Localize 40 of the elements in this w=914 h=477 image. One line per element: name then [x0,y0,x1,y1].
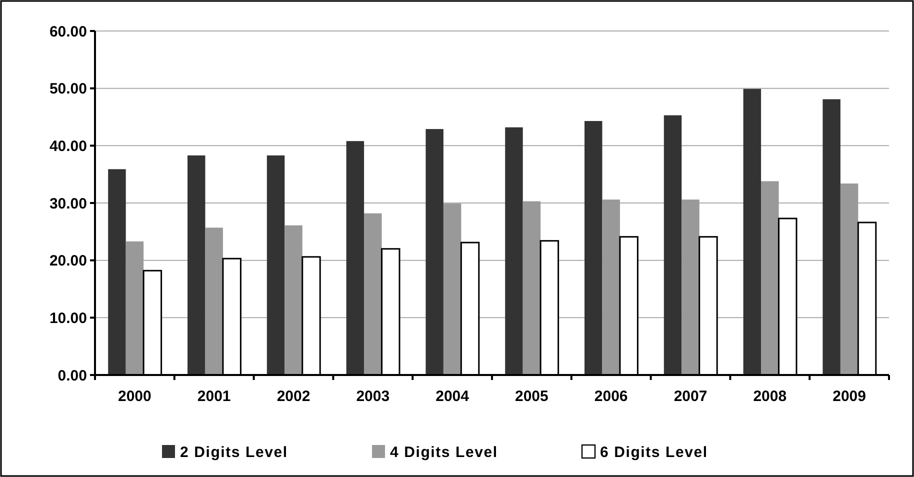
bar [822,99,840,375]
bar [346,141,364,375]
legend-label: 6 Digits Level [600,444,708,461]
bar [364,213,382,375]
y-tick-label: 40.00 [49,138,87,155]
bar [682,200,700,375]
bar [426,129,444,375]
x-tick-label: 2006 [594,388,628,405]
y-tick-label: 10.00 [49,310,87,327]
bar [602,200,620,375]
x-tick-label: 2005 [515,388,548,405]
x-tick-label: 2009 [832,388,866,405]
x-tick-label: 2001 [197,388,231,405]
bar [188,155,206,375]
x-tick-label: 2003 [356,388,390,405]
x-tick-label: 2000 [118,388,152,405]
bar [522,201,541,375]
x-tick-label: 2004 [436,388,470,405]
x-tick-label: 2002 [276,388,310,405]
bar [761,181,779,375]
bar [443,204,462,375]
bar [840,184,858,375]
y-tick-label: 30.00 [49,195,87,212]
bar [126,241,144,375]
y-tick-label: 50.00 [49,80,87,98]
legend-label: 4 Digits Level [390,444,498,461]
bar [205,228,223,375]
y-tick-label: 60.00 [49,23,87,40]
y-tick-label: 0.00 [58,367,87,384]
bar [664,115,682,375]
bar [266,155,285,375]
legend-label: 2 Digits Level [180,444,288,461]
bar [743,88,762,375]
y-tick-label: 20.00 [49,252,87,270]
bar [284,225,302,375]
x-tick-label: 2007 [674,388,708,405]
bar [584,121,602,375]
bar [108,169,126,375]
x-tick-label: 2008 [753,388,787,405]
bar [505,127,523,375]
